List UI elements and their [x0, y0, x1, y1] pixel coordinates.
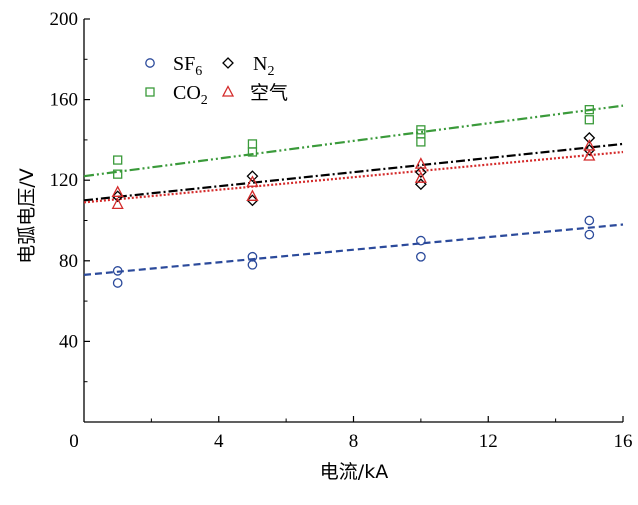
fit-line: [83, 104, 624, 178]
data-point: [584, 115, 594, 125]
data-point: [583, 149, 596, 161]
data-point: [414, 157, 427, 169]
legend-marker: [145, 87, 155, 97]
y-tick-label: 40: [59, 331, 78, 352]
y-tick-label: 120: [50, 170, 79, 191]
data-point: [247, 139, 258, 149]
data-point: [246, 170, 259, 183]
data-point: [247, 259, 258, 270]
fit-line: [83, 142, 624, 202]
data-point: [112, 266, 123, 276]
data-point: [112, 278, 123, 288]
data-point: [584, 229, 595, 240]
data-point: [113, 155, 123, 165]
data-point: [111, 185, 124, 197]
x-tick-label: 0: [69, 431, 79, 452]
plot-axes: 0 4 8 12 16 40 80 120 160 200: [50, 9, 633, 452]
data-point: [247, 147, 258, 157]
legend-marker: [145, 58, 155, 68]
data-point: [246, 194, 259, 207]
data-point: [414, 171, 427, 183]
data-points: [111, 105, 596, 288]
y-tick-label: 200: [50, 9, 79, 30]
legend-label: CO2: [173, 82, 208, 108]
data-point: [414, 166, 427, 179]
x-tick-label: 8: [349, 431, 359, 452]
data-point: [113, 169, 123, 179]
data-point: [583, 131, 596, 144]
fit-line: [83, 150, 624, 204]
legend: SF6 N2 CO2 空气: [145, 53, 288, 108]
x-axis-title: 电流/kA: [320, 461, 388, 483]
data-point: [111, 197, 124, 210]
data-point: [111, 190, 124, 203]
y-tick-label: 80: [59, 251, 78, 272]
data-point: [246, 175, 259, 187]
legend-marker: [222, 57, 234, 69]
legend-label: SF6: [173, 53, 202, 79]
x-tick-label: 16: [614, 431, 633, 452]
fit-line: [83, 223, 624, 277]
y-tick-label: 160: [50, 90, 79, 111]
data-point: [416, 251, 426, 262]
data-point: [246, 189, 259, 201]
data-point: [583, 144, 596, 156]
fit-lines: [83, 104, 624, 277]
data-point: [584, 105, 594, 115]
legend-label: 空气: [250, 82, 288, 104]
x-tick-label: 12: [479, 431, 498, 452]
data-point: [416, 137, 426, 147]
y-axis-title: 电弧电压/V: [16, 168, 38, 263]
legend-marker: [221, 85, 235, 97]
data-point: [584, 215, 595, 226]
data-point: [416, 235, 426, 246]
x-tick-label: 4: [214, 431, 224, 452]
legend-label: N2: [253, 53, 274, 79]
